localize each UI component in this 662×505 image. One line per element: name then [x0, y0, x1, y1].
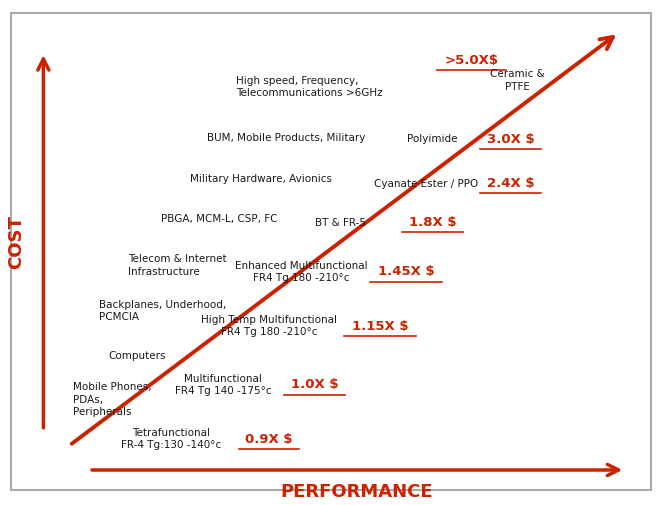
Text: High Temp Multifunctional
FR4 Tg 180 -210°c: High Temp Multifunctional FR4 Tg 180 -21… [201, 314, 337, 336]
Text: PERFORMANCE: PERFORMANCE [281, 482, 434, 500]
Text: Cyanate Ester / PPO: Cyanate Ester / PPO [373, 178, 478, 188]
Text: >5.0X$: >5.0X$ [445, 54, 498, 67]
Text: Computers: Computers [109, 350, 166, 360]
Text: 0.9X $: 0.9X $ [245, 432, 293, 445]
Text: PBGA, MCM-L, CSP, FC: PBGA, MCM-L, CSP, FC [161, 214, 277, 224]
Text: 1.15X $: 1.15X $ [352, 319, 408, 332]
Text: 3.0X $: 3.0X $ [487, 132, 535, 145]
Text: 1.8X $: 1.8X $ [408, 216, 456, 229]
Text: Tetrafunctional
FR-4 Tg:130 -140°c: Tetrafunctional FR-4 Tg:130 -140°c [120, 427, 221, 449]
Text: 2.4X $: 2.4X $ [487, 177, 534, 190]
Text: BT & FR-5: BT & FR-5 [315, 218, 366, 227]
Text: 1.45X $: 1.45X $ [378, 265, 434, 278]
Text: Polyimide: Polyimide [407, 134, 457, 144]
Text: Military Hardware, Avionics: Military Hardware, Avionics [191, 173, 332, 183]
Text: High speed, Frequency,
Telecommunications >6GHz: High speed, Frequency, Telecommunication… [236, 75, 383, 98]
Text: Telecom & Internet
Infrastructure: Telecom & Internet Infrastructure [128, 254, 227, 276]
Text: COST: COST [7, 215, 25, 269]
Text: 1.0X $: 1.0X $ [291, 378, 338, 391]
Text: Ceramic &
PTFE: Ceramic & PTFE [490, 69, 545, 91]
Text: Enhanced Multifunctional
FR4 Tg 180 -210°c: Enhanced Multifunctional FR4 Tg 180 -210… [235, 260, 368, 283]
Text: Multifunctional
FR4 Tg 140 -175°c: Multifunctional FR4 Tg 140 -175°c [175, 373, 271, 395]
Text: Mobile Phones,
PDAs,
Peripherals: Mobile Phones, PDAs, Peripherals [73, 382, 152, 416]
Text: BUM, Mobile Products, Military: BUM, Mobile Products, Military [207, 133, 365, 142]
Text: Backplanes, Underhood,
PCMCIA: Backplanes, Underhood, PCMCIA [99, 299, 226, 322]
